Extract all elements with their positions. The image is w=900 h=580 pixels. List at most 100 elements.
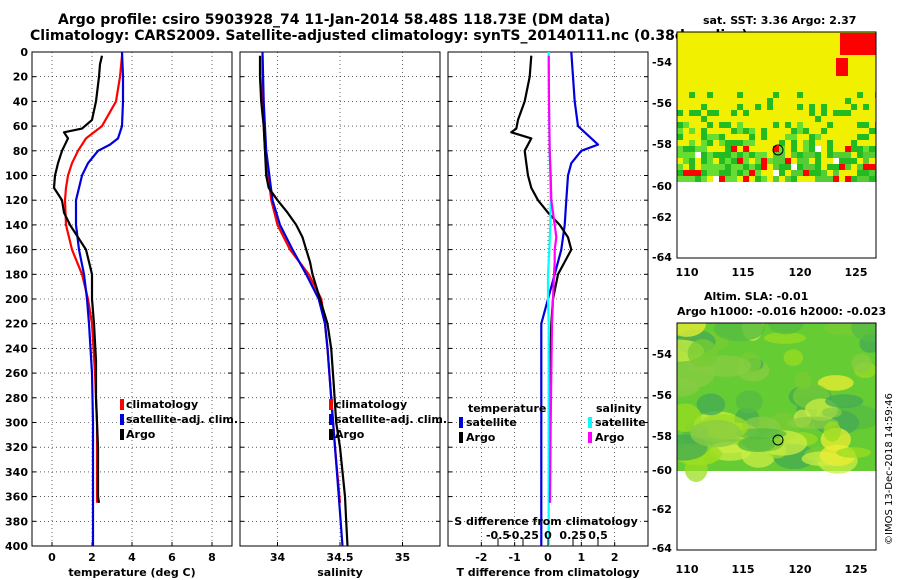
sla-map-title: Altim. SLA: -0.01 [704, 290, 809, 303]
sla-argo-position-marker [772, 434, 784, 446]
sst-cell [737, 158, 743, 164]
sst-cell [683, 146, 689, 152]
sst-cell [845, 164, 851, 170]
sst-cell [725, 158, 731, 164]
sla-lat-label: -64 [652, 542, 672, 555]
sst-cell [791, 146, 797, 152]
sst-cell [719, 140, 725, 146]
sst-cell [863, 176, 869, 182]
sst-cell [689, 158, 695, 164]
legend-label: satellite-adj. clim. [126, 413, 238, 426]
sst-cell [851, 140, 857, 146]
sst-cell [707, 134, 713, 140]
sst-cell [761, 152, 767, 158]
sla-lat-label: -58 [652, 430, 672, 443]
sst-cell [785, 176, 791, 182]
sst-cell [689, 170, 695, 176]
x-tick-label: 35 [395, 551, 410, 564]
legend-label: satellite [466, 416, 517, 429]
sst-cell [755, 158, 761, 164]
salinity-axis-tick-label: -0.25 [507, 529, 539, 542]
salinity-axis-title: S difference from climatology [454, 515, 638, 528]
sst-lat-label: -54 [652, 56, 672, 69]
sst-cell [869, 170, 875, 176]
sst-map-frame [676, 31, 877, 259]
sst-cell [845, 146, 851, 152]
sst-cell [851, 146, 857, 152]
sla-lat-label: -54 [652, 348, 672, 361]
sst-cell [839, 164, 845, 170]
sst-cell [821, 128, 827, 134]
sst-cell [737, 104, 743, 110]
sst-cell [683, 158, 689, 164]
sst-cell [689, 164, 695, 170]
sst-cell [761, 158, 767, 164]
sla-blob [764, 332, 806, 344]
legend-swatch [120, 429, 124, 440]
sst-cell [809, 110, 815, 116]
sst-cell [773, 176, 779, 182]
sst-cell [689, 128, 695, 134]
sst-cell [761, 164, 767, 170]
sst-cell [857, 170, 863, 176]
sst-cell [749, 134, 755, 140]
sst-cell [701, 134, 707, 140]
sst-cell [689, 92, 695, 98]
sst-cell [761, 134, 767, 140]
sst-cell [791, 140, 797, 146]
sst-cell [827, 176, 833, 182]
sla-blob [821, 407, 842, 418]
sst-cell [707, 92, 713, 98]
sst-cell [827, 140, 833, 146]
sst-cell [815, 134, 821, 140]
sst-cell [701, 146, 707, 152]
sla-blob [677, 323, 707, 337]
legend-swatch [120, 399, 124, 410]
legend-swatch [329, 429, 333, 440]
sst-cell [707, 110, 713, 116]
sst-cell [863, 146, 869, 152]
sst-cell [863, 134, 869, 140]
x-tick-label: 34.5 [326, 551, 353, 564]
sla-lat-label: -56 [652, 389, 672, 402]
sst-cell [815, 176, 821, 182]
sla-lon-label: 115 [732, 563, 755, 576]
sst-cell [713, 164, 719, 170]
sst-cell [797, 164, 803, 170]
sst-cell [773, 146, 779, 152]
sst-cell [677, 134, 683, 140]
sst-cell [743, 128, 749, 134]
sst-argo-position-marker [772, 144, 784, 156]
legend-label: Argo [126, 428, 156, 441]
sst-cell [719, 158, 725, 164]
sst-cell [731, 110, 737, 116]
sst-cell [797, 92, 803, 98]
sst-cell [857, 152, 863, 158]
sst-cell [743, 140, 749, 146]
sst-cell [809, 170, 815, 176]
legend-label: Argo [466, 431, 496, 444]
sst-cell [695, 110, 701, 116]
sst-cell [689, 140, 695, 146]
sst-cell [779, 170, 785, 176]
series-line-argo [52, 55, 104, 503]
sst-cell [863, 164, 869, 170]
sst-cell [749, 140, 755, 146]
sst-cell [827, 152, 833, 158]
series-line-satellite-adj-clim- [261, 51, 344, 547]
sst-cell [731, 170, 737, 176]
sst-cell [743, 152, 749, 158]
sst-cell [701, 128, 707, 134]
sst-cell [701, 152, 707, 158]
legend-swatch [329, 399, 333, 410]
salinity-axis-tick-label: 0.25 [559, 529, 586, 542]
sst-cell [731, 152, 737, 158]
sst-cell [785, 122, 791, 128]
salinity-axis-tick-label: 0.5 [588, 529, 608, 542]
sst-cell [833, 164, 839, 170]
sst-cell [779, 158, 785, 164]
sst-cell [827, 146, 833, 152]
y-tick-label: 360 [5, 491, 28, 504]
sla-blob [687, 339, 718, 368]
